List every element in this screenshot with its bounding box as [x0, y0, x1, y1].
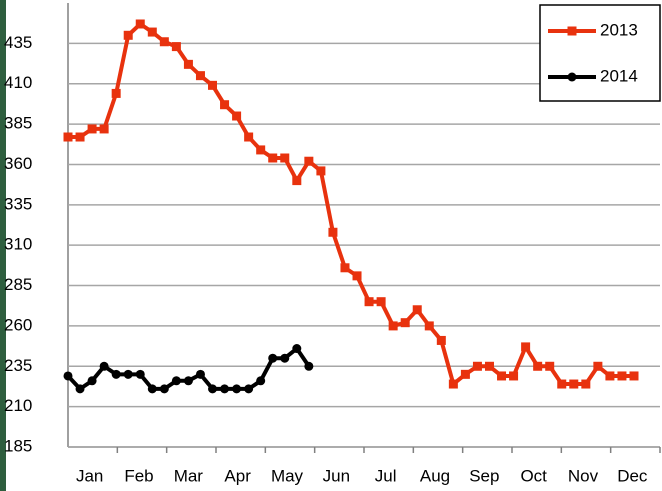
y-tick-label: 435 [4, 33, 32, 52]
x-tick-label: May [271, 466, 304, 485]
point [99, 361, 109, 371]
point [111, 369, 121, 379]
point [569, 379, 579, 389]
point [521, 342, 531, 352]
y-tick-label: 260 [4, 315, 32, 334]
point [533, 361, 543, 371]
point [292, 344, 302, 354]
x-tick-label: Oct [520, 466, 547, 485]
y-tick-label: 285 [4, 275, 32, 294]
x-tick-label: Jun [323, 466, 350, 485]
y-tick-label: 410 [4, 73, 32, 92]
point [63, 371, 73, 381]
point [629, 371, 639, 381]
point [557, 379, 567, 389]
point [147, 384, 157, 394]
point [75, 132, 85, 142]
legend-label: 2014 [600, 66, 638, 85]
y-tick-label: 235 [4, 356, 32, 375]
point [545, 361, 555, 371]
point [123, 30, 133, 40]
point [183, 59, 193, 69]
x-tick-label: Mar [174, 466, 204, 485]
legend-marker [567, 26, 577, 36]
point [159, 384, 169, 394]
x-tick-label: Sep [469, 466, 499, 485]
side-bar [0, 0, 6, 491]
x-tick-label: Nov [568, 466, 599, 485]
x-tick-label: Feb [124, 466, 153, 485]
point [195, 369, 205, 379]
legend-marker [567, 72, 577, 82]
point [304, 361, 314, 371]
point [208, 384, 218, 394]
y-tick-label: 335 [4, 194, 32, 213]
point [232, 384, 242, 394]
point [268, 153, 278, 163]
point [159, 37, 169, 47]
point [352, 271, 362, 281]
point [111, 88, 121, 98]
point [147, 27, 157, 37]
x-tick-label: Dec [617, 466, 648, 485]
point [195, 71, 205, 81]
point [292, 176, 302, 186]
point [472, 361, 482, 371]
point [509, 371, 519, 381]
point [364, 297, 374, 307]
point [256, 376, 266, 386]
point [220, 384, 230, 394]
point [63, 132, 73, 142]
legend-box [539, 4, 661, 102]
y-tick-label: 310 [4, 235, 32, 254]
point [87, 124, 97, 134]
point [436, 335, 446, 345]
legend-label: 2013 [600, 20, 638, 39]
point [208, 80, 218, 90]
point [280, 153, 290, 163]
x-tick-label: Apr [224, 466, 251, 485]
point [183, 376, 193, 386]
point [412, 305, 422, 315]
point [87, 376, 97, 386]
point [617, 371, 627, 381]
point [171, 376, 181, 386]
point [376, 297, 386, 307]
point [123, 369, 133, 379]
point [244, 132, 254, 142]
point [460, 369, 470, 379]
point [448, 379, 458, 389]
point [424, 321, 434, 331]
point [280, 353, 290, 363]
x-tick-label: Aug [420, 466, 450, 485]
point [340, 263, 350, 273]
point [244, 384, 254, 394]
point [388, 321, 398, 331]
point [484, 361, 494, 371]
point [135, 19, 145, 29]
point [135, 369, 145, 379]
y-tick-label: 385 [4, 114, 32, 133]
point [99, 124, 109, 134]
point [304, 156, 314, 166]
point [605, 371, 615, 381]
point [171, 42, 181, 52]
x-tick-label: Jan [76, 466, 103, 485]
point [400, 318, 410, 328]
y-tick-label: 210 [4, 396, 32, 415]
y-tick-label: 185 [4, 436, 32, 455]
point [232, 111, 242, 121]
point [220, 100, 230, 110]
point [316, 166, 326, 176]
point [497, 371, 507, 381]
point [268, 353, 278, 363]
point [593, 361, 603, 371]
x-tick-label: Jul [375, 466, 397, 485]
y-tick-label: 360 [4, 154, 32, 173]
point [581, 379, 591, 389]
point [328, 227, 338, 237]
point [256, 145, 266, 155]
point [75, 384, 85, 394]
